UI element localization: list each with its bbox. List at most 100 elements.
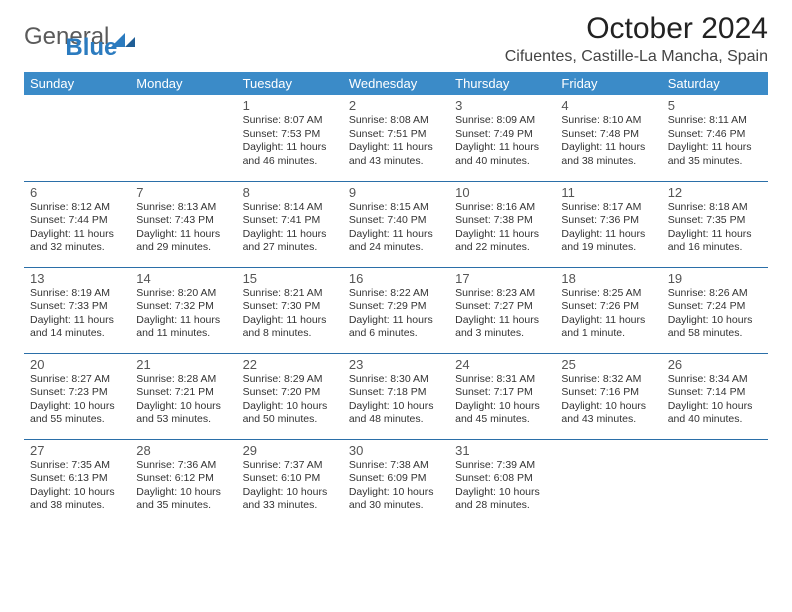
sunrise-line: Sunrise: 8:31 AM (455, 373, 549, 387)
calendar-day-cell: 1Sunrise: 8:07 AMSunset: 7:53 PMDaylight… (237, 95, 343, 181)
calendar-day-cell: 19Sunrise: 8:26 AMSunset: 7:24 PMDayligh… (662, 267, 768, 353)
sunrise-line: Sunrise: 8:26 AM (668, 287, 762, 301)
day-number: 16 (349, 271, 443, 286)
daylight-line: Daylight: 11 hours and 32 minutes. (30, 228, 124, 255)
sunset-line: Sunset: 6:12 PM (136, 472, 230, 486)
sunset-line: Sunset: 7:14 PM (668, 386, 762, 400)
day-number: 2 (349, 98, 443, 113)
daylight-line: Daylight: 11 hours and 29 minutes. (136, 228, 230, 255)
sunrise-line: Sunrise: 7:37 AM (243, 459, 337, 473)
calendar-day-cell: 15Sunrise: 8:21 AMSunset: 7:30 PMDayligh… (237, 267, 343, 353)
month-title: October 2024 (505, 12, 768, 46)
sunset-line: Sunset: 7:40 PM (349, 214, 443, 228)
sunset-line: Sunset: 7:49 PM (455, 128, 549, 142)
sunset-line: Sunset: 7:32 PM (136, 300, 230, 314)
daylight-line: Daylight: 10 hours and 50 minutes. (243, 400, 337, 427)
sunrise-line: Sunrise: 8:18 AM (668, 201, 762, 215)
day-number: 3 (455, 98, 549, 113)
daylight-line: Daylight: 11 hours and 27 minutes. (243, 228, 337, 255)
page-header: General Blue October 2024 Cifuentes, Cas… (24, 12, 768, 66)
daylight-line: Daylight: 10 hours and 43 minutes. (561, 400, 655, 427)
calendar-day-cell: 22Sunrise: 8:29 AMSunset: 7:20 PMDayligh… (237, 353, 343, 439)
day-number: 8 (243, 185, 337, 200)
daylight-line: Daylight: 11 hours and 24 minutes. (349, 228, 443, 255)
sunset-line: Sunset: 7:26 PM (561, 300, 655, 314)
location-subtitle: Cifuentes, Castille-La Mancha, Spain (505, 48, 768, 66)
logo: General Blue (24, 12, 117, 62)
daylight-line: Daylight: 11 hours and 8 minutes. (243, 314, 337, 341)
sunrise-line: Sunrise: 8:10 AM (561, 114, 655, 128)
day-number: 4 (561, 98, 655, 113)
day-number: 6 (30, 185, 124, 200)
sunrise-line: Sunrise: 8:17 AM (561, 201, 655, 215)
calendar-day-cell (24, 95, 130, 181)
day-number: 5 (668, 98, 762, 113)
calendar-day-cell: 18Sunrise: 8:25 AMSunset: 7:26 PMDayligh… (555, 267, 661, 353)
daylight-line: Daylight: 11 hours and 19 minutes. (561, 228, 655, 255)
sunrise-line: Sunrise: 8:25 AM (561, 287, 655, 301)
day-number: 10 (455, 185, 549, 200)
sunset-line: Sunset: 6:13 PM (30, 472, 124, 486)
day-number: 12 (668, 185, 762, 200)
calendar-grid: Sunday Monday Tuesday Wednesday Thursday… (24, 72, 768, 525)
sunrise-line: Sunrise: 8:12 AM (30, 201, 124, 215)
daylight-line: Daylight: 10 hours and 48 minutes. (349, 400, 443, 427)
daylight-line: Daylight: 10 hours and 35 minutes. (136, 486, 230, 513)
sunrise-line: Sunrise: 8:15 AM (349, 201, 443, 215)
calendar-week-row: 6Sunrise: 8:12 AMSunset: 7:44 PMDaylight… (24, 181, 768, 267)
day-header: Wednesday (343, 72, 449, 95)
calendar-week-row: 1Sunrise: 8:07 AMSunset: 7:53 PMDaylight… (24, 95, 768, 181)
daylight-line: Daylight: 11 hours and 1 minute. (561, 314, 655, 341)
sunset-line: Sunset: 7:24 PM (668, 300, 762, 314)
calendar-day-cell: 5Sunrise: 8:11 AMSunset: 7:46 PMDaylight… (662, 95, 768, 181)
sunset-line: Sunset: 7:43 PM (136, 214, 230, 228)
calendar-day-cell: 29Sunrise: 7:37 AMSunset: 6:10 PMDayligh… (237, 439, 343, 525)
sunset-line: Sunset: 7:41 PM (243, 214, 337, 228)
sunset-line: Sunset: 7:17 PM (455, 386, 549, 400)
sunset-line: Sunset: 7:35 PM (668, 214, 762, 228)
sunset-line: Sunset: 7:18 PM (349, 386, 443, 400)
daylight-line: Daylight: 10 hours and 40 minutes. (668, 400, 762, 427)
daylight-line: Daylight: 10 hours and 58 minutes. (668, 314, 762, 341)
day-number: 21 (136, 357, 230, 372)
sunset-line: Sunset: 7:21 PM (136, 386, 230, 400)
sunrise-line: Sunrise: 8:09 AM (455, 114, 549, 128)
day-header: Friday (555, 72, 661, 95)
day-header: Monday (130, 72, 236, 95)
sunrise-line: Sunrise: 7:39 AM (455, 459, 549, 473)
day-number: 15 (243, 271, 337, 286)
daylight-line: Daylight: 11 hours and 3 minutes. (455, 314, 549, 341)
sunset-line: Sunset: 7:16 PM (561, 386, 655, 400)
daylight-line: Daylight: 11 hours and 6 minutes. (349, 314, 443, 341)
calendar-day-cell: 2Sunrise: 8:08 AMSunset: 7:51 PMDaylight… (343, 95, 449, 181)
calendar-day-cell: 10Sunrise: 8:16 AMSunset: 7:38 PMDayligh… (449, 181, 555, 267)
day-number: 27 (30, 443, 124, 458)
day-number: 22 (243, 357, 337, 372)
sunset-line: Sunset: 7:44 PM (30, 214, 124, 228)
sunrise-line: Sunrise: 8:20 AM (136, 287, 230, 301)
calendar-day-cell: 24Sunrise: 8:31 AMSunset: 7:17 PMDayligh… (449, 353, 555, 439)
calendar-day-cell: 7Sunrise: 8:13 AMSunset: 7:43 PMDaylight… (130, 181, 236, 267)
daylight-line: Daylight: 10 hours and 45 minutes. (455, 400, 549, 427)
day-number: 24 (455, 357, 549, 372)
calendar-day-cell: 3Sunrise: 8:09 AMSunset: 7:49 PMDaylight… (449, 95, 555, 181)
sunrise-line: Sunrise: 8:28 AM (136, 373, 230, 387)
sunrise-line: Sunrise: 8:14 AM (243, 201, 337, 215)
sunset-line: Sunset: 7:53 PM (243, 128, 337, 142)
daylight-line: Daylight: 11 hours and 14 minutes. (30, 314, 124, 341)
daylight-line: Daylight: 11 hours and 43 minutes. (349, 141, 443, 168)
calendar-day-cell: 27Sunrise: 7:35 AMSunset: 6:13 PMDayligh… (24, 439, 130, 525)
sunrise-line: Sunrise: 8:30 AM (349, 373, 443, 387)
sunrise-line: Sunrise: 8:07 AM (243, 114, 337, 128)
daylight-line: Daylight: 10 hours and 28 minutes. (455, 486, 549, 513)
day-number: 31 (455, 443, 549, 458)
calendar-day-cell: 21Sunrise: 8:28 AMSunset: 7:21 PMDayligh… (130, 353, 236, 439)
sunrise-line: Sunrise: 8:21 AM (243, 287, 337, 301)
sunset-line: Sunset: 7:29 PM (349, 300, 443, 314)
day-number: 30 (349, 443, 443, 458)
day-number: 11 (561, 185, 655, 200)
day-header: Thursday (449, 72, 555, 95)
calendar-day-cell: 16Sunrise: 8:22 AMSunset: 7:29 PMDayligh… (343, 267, 449, 353)
daylight-line: Daylight: 11 hours and 40 minutes. (455, 141, 549, 168)
sunrise-line: Sunrise: 8:19 AM (30, 287, 124, 301)
